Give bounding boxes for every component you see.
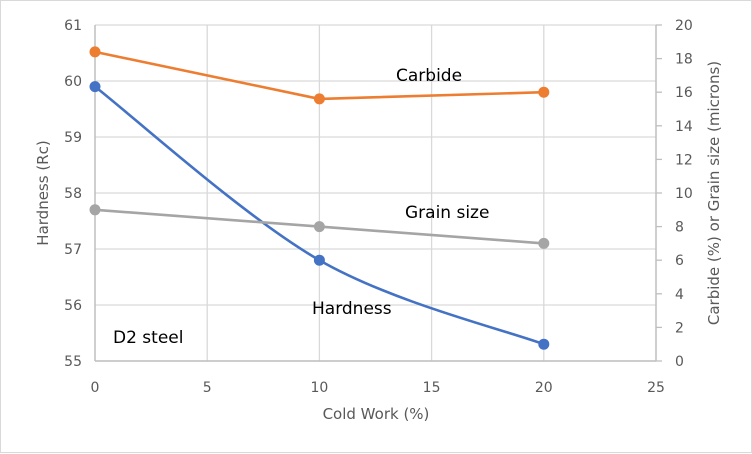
annotation-grain-size: Grain size [405, 203, 489, 223]
data-point-carbide [89, 46, 101, 58]
x-tick-label: 15 [423, 380, 441, 396]
y2-tick-label: 10 [675, 186, 693, 202]
y-tick-label: 59 [64, 130, 82, 146]
y-tick-label: 61 [64, 18, 82, 34]
data-point-hardness [313, 254, 325, 266]
data-point-grain-size [313, 221, 325, 233]
y-tick-label: 60 [64, 74, 82, 90]
x-tick-label: 0 [91, 380, 100, 396]
x-tick-labels: 0 5 10 15 20 25 [91, 380, 665, 396]
annotation-hardness: Hardness [312, 299, 392, 319]
x-tick-label: 25 [647, 380, 665, 396]
y-tick-label: 55 [64, 354, 82, 370]
y2-tick-label: 8 [675, 220, 684, 236]
y2-tick-label: 20 [675, 18, 693, 34]
data-point-hardness [89, 81, 101, 93]
series-group [89, 46, 550, 350]
data-point-carbide [313, 93, 325, 105]
y2-tick-label: 18 [675, 52, 693, 68]
y2-tick-label: 0 [675, 354, 684, 370]
y2-tick-label: 2 [675, 320, 684, 336]
y-tick-label: 58 [64, 186, 82, 202]
axes [94, 24, 662, 362]
y2-tick-label: 12 [675, 152, 693, 168]
y2-tick-label: 14 [675, 119, 693, 135]
y2-tick-label: 4 [675, 287, 684, 303]
y2-tick-labels: 0 2 4 6 8 10 12 14 16 18 20 [675, 18, 693, 370]
data-point-grain-size [538, 237, 550, 249]
data-point-carbide [538, 86, 550, 98]
y2-tick-label: 16 [675, 85, 693, 101]
x-tick-label: 10 [310, 380, 328, 396]
y-axis-title: Hardness (Rc) [34, 140, 52, 245]
x-axis-title: Cold Work (%) [323, 405, 430, 423]
gridlines [95, 24, 656, 362]
x-tick-label: 20 [535, 380, 553, 396]
data-point-grain-size [89, 204, 101, 216]
x-tick-label: 5 [203, 380, 212, 396]
annotation-d2-steel: D2 steel [113, 328, 183, 348]
y2-axis-title: Carbide (%) or Grain size (microns) [705, 61, 723, 325]
y-tick-label: 57 [64, 242, 82, 258]
y-tick-labels: 55 56 57 58 59 60 61 [64, 18, 82, 370]
data-point-hardness [538, 338, 550, 350]
annotation-carbide: Carbide [396, 66, 462, 86]
y2-tick-label: 6 [675, 253, 684, 269]
y-tick-label: 56 [64, 298, 82, 314]
